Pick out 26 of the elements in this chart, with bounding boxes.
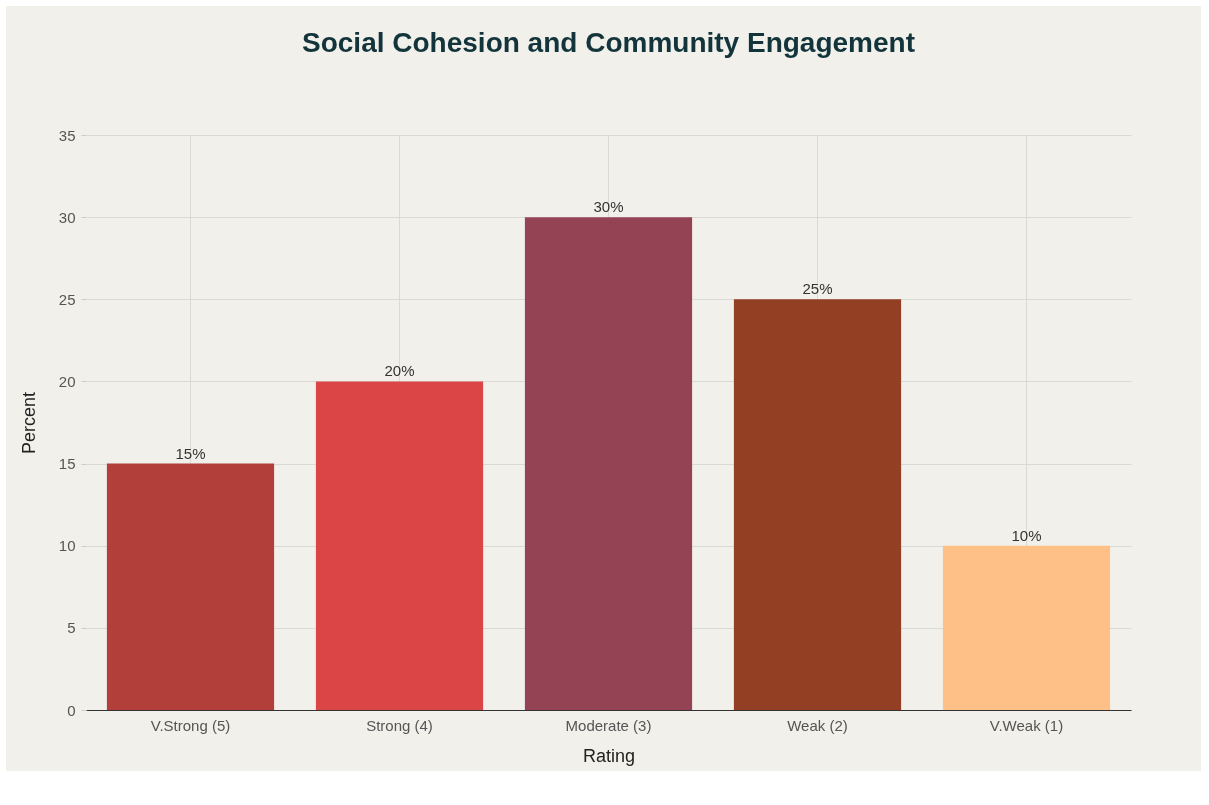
- x-tick-label: Strong (4): [366, 716, 433, 734]
- x-axis-title: Rating: [582, 745, 636, 766]
- x-tick-label: Moderate (3): [565, 716, 652, 734]
- x-tick-label: Weak (2): [787, 716, 848, 734]
- data-label: 10%: [1011, 526, 1042, 544]
- chart-title: Social Cohesion and Community Engagement: [302, 27, 915, 58]
- y-tick-label: 20: [58, 372, 76, 390]
- y-tick-label: 25: [58, 290, 76, 308]
- data-label: 30%: [593, 198, 624, 216]
- y-tick-label: 0: [67, 701, 76, 719]
- y-tick-label: 10: [58, 537, 76, 555]
- y-tick-label: 15: [58, 455, 76, 473]
- bar: [733, 299, 902, 710]
- data-label: 15%: [175, 444, 206, 462]
- data-label: 25%: [802, 280, 833, 298]
- bar: [315, 381, 484, 710]
- bar: [106, 463, 275, 710]
- bar: [524, 217, 693, 710]
- x-tick-label: V.Strong (5): [150, 716, 231, 734]
- y-axis-title: Percent: [18, 391, 39, 455]
- bar: [942, 545, 1111, 710]
- y-tick-label: 5: [67, 619, 76, 637]
- x-tick-label: V.Weak (1): [989, 716, 1064, 734]
- y-tick-label: 35: [58, 126, 76, 144]
- y-tick-label: 30: [58, 208, 76, 226]
- data-label: 20%: [384, 362, 415, 380]
